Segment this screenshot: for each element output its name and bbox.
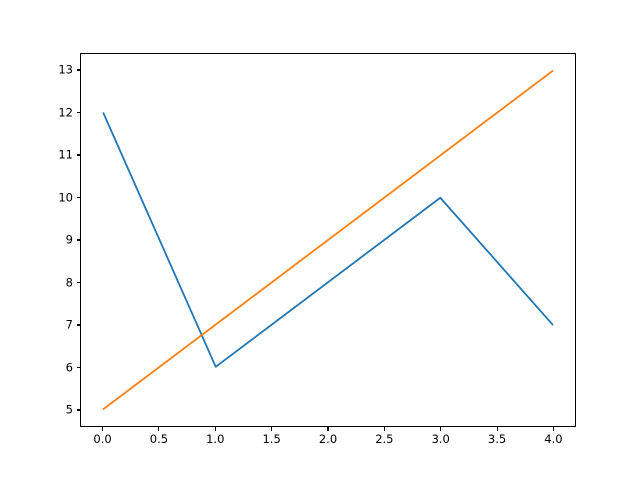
y-tick-label: 6 [65, 359, 73, 374]
x-tick-mark [552, 427, 554, 431]
y-tick-label: 11 [58, 147, 73, 162]
x-tick-label: 0.5 [149, 432, 169, 446]
x-tick-label: 1.5 [262, 432, 281, 446]
y-tick-mark [76, 281, 80, 284]
x-tick-mark [271, 427, 273, 431]
y-tick-mark [76, 154, 80, 156]
y-tick-label: 10 [58, 189, 73, 204]
x-tick-mark [214, 427, 216, 431]
y-tick-label: 12 [58, 104, 73, 119]
y-tick-mark [76, 111, 80, 114]
x-tick-label: 2.5 [375, 432, 394, 446]
x-tick-mark [496, 427, 498, 431]
x-tick-label: 3.5 [487, 432, 507, 446]
x-tick-mark [101, 427, 104, 431]
y-tick-mark [76, 409, 80, 411]
x-tick-mark [440, 427, 442, 431]
y-tick-mark [76, 69, 80, 71]
x-tick-label: 1.0 [206, 432, 225, 446]
y-tick-label: 13 [58, 62, 73, 77]
x-tick-label: 3.0 [431, 432, 450, 446]
y-tick-label: 7 [65, 317, 73, 332]
y-tick-label: 9 [65, 232, 73, 247]
y-tick-label: 8 [65, 274, 73, 289]
plot-lines [102, 70, 554, 410]
y-tick-mark [76, 239, 80, 241]
x-tick-mark [158, 427, 160, 431]
line-series-2 [102, 70, 554, 410]
y-tick-mark [76, 196, 80, 199]
plot-axes [80, 53, 576, 427]
x-tick-label: 4.0 [544, 432, 563, 446]
x-tick-label: 0.0 [93, 432, 112, 446]
x-tick-mark [383, 427, 385, 431]
x-tick-label: 2.0 [318, 432, 338, 446]
y-tick-mark [76, 366, 80, 369]
line-series-1 [102, 112, 554, 368]
x-tick-mark [327, 427, 329, 431]
y-tick-label: 5 [65, 402, 73, 417]
y-tick-mark [76, 324, 80, 326]
